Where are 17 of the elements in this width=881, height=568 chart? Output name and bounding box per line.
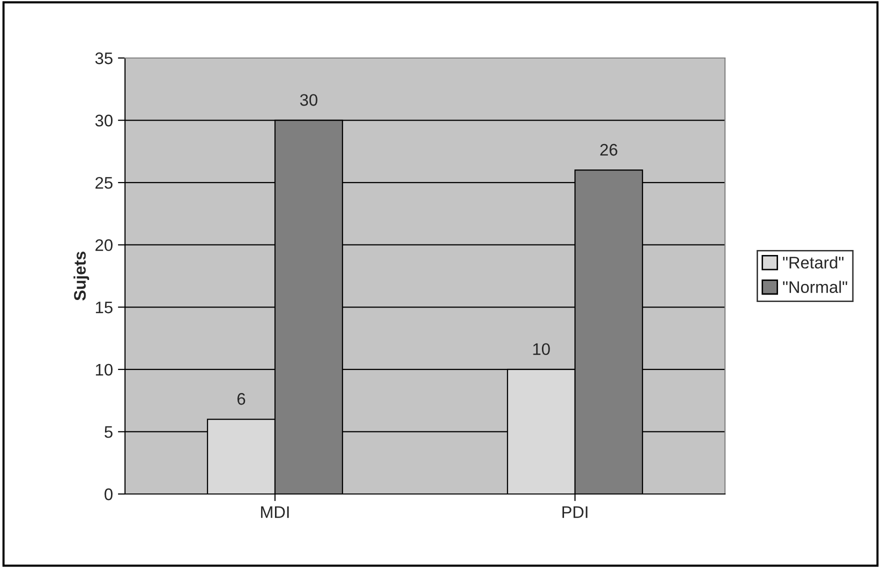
- y-tick-label: 25: [95, 176, 112, 189]
- legend-label: "Retard": [783, 256, 844, 269]
- y-tick-label: 35: [95, 52, 112, 64]
- y-tick-label: 15: [96, 302, 112, 314]
- y-tick-label: 0: [104, 488, 113, 500]
- y-tick-label: 20: [95, 239, 113, 252]
- data-label: 6: [237, 393, 246, 405]
- data-label: 30: [300, 94, 318, 106]
- y-axis-title: Sujets: [74, 252, 90, 301]
- y-tick-label: 5: [104, 426, 112, 438]
- x-tick-label: PDI: [562, 506, 588, 518]
- y-tick-label: 30: [95, 114, 113, 126]
- y-tick-label: 10: [96, 364, 113, 376]
- data-label: 26: [600, 144, 618, 156]
- legend-label: "Normal": [783, 280, 848, 293]
- x-tick-label: MDI: [261, 506, 289, 518]
- data-label: 10: [533, 343, 550, 356]
